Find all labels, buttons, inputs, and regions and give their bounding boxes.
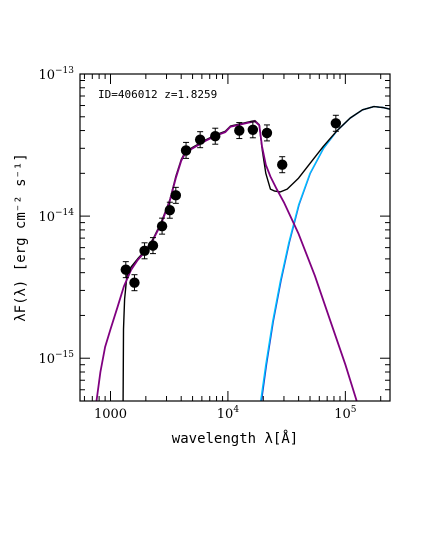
- data-point: [120, 261, 131, 279]
- object-id-annotation: ID=406012 z=1.8259: [98, 88, 217, 101]
- points-layer: [120, 114, 342, 292]
- y-tick-label: 10−13: [38, 66, 74, 83]
- data-point: [170, 186, 182, 204]
- data-point: [164, 201, 176, 219]
- data-point: [129, 274, 140, 292]
- series-line-2: [260, 105, 390, 401]
- y-axis-label: λF(λ) [erg cm⁻² s⁻¹]: [13, 153, 29, 322]
- y-tick-label: 10−14: [38, 208, 74, 225]
- x-axis-label: wavelength λ[Å]: [172, 430, 298, 447]
- data-point: [210, 127, 221, 145]
- plot-area: [95, 105, 390, 401]
- data-point: [180, 141, 192, 159]
- y-tick-label: 10−15: [38, 350, 74, 367]
- data-point: [330, 114, 342, 132]
- data-point: [247, 121, 259, 139]
- x-tick-label: 1000: [94, 407, 127, 422]
- series-line-0: [122, 105, 390, 401]
- data-point: [156, 217, 168, 235]
- x-tick-label: 104: [217, 405, 240, 422]
- data-point: [194, 131, 206, 149]
- data-point: [277, 156, 288, 174]
- data-point: [139, 242, 150, 260]
- ticks-layer: 1000 104 105 10−13 10−14 10−15: [38, 66, 390, 422]
- data-point: [234, 122, 245, 140]
- data-point: [261, 124, 273, 142]
- plot-frame: [79, 73, 391, 402]
- data-point: [147, 237, 159, 255]
- series-line-3: [260, 105, 390, 401]
- x-tick-label: 105: [334, 405, 357, 422]
